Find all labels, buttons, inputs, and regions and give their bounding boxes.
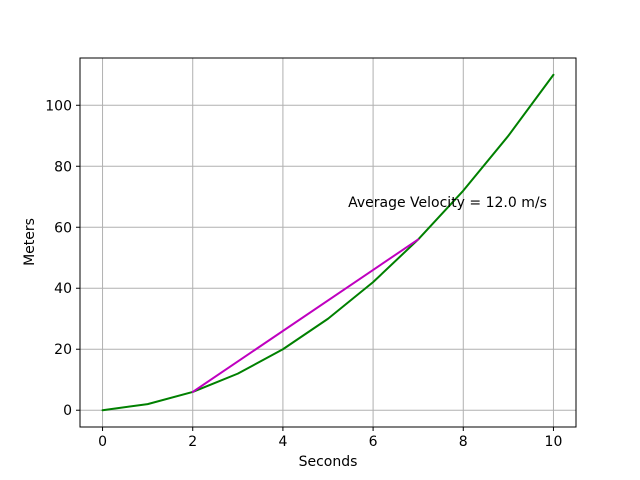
y-axis-label: Meters xyxy=(22,218,38,266)
x-tick-label: 6 xyxy=(369,434,378,450)
position-curve-line xyxy=(101,73,555,412)
average-velocity-annotation: Average Velocity = 12.0 m/s xyxy=(348,194,547,211)
x-tick-label: 2 xyxy=(188,434,197,450)
y-tick-label: 100 xyxy=(45,98,72,114)
x-tick-label: 0 xyxy=(98,434,107,450)
y-tick-label: 0 xyxy=(63,403,72,419)
y-tick-label: 40 xyxy=(54,281,72,297)
plot-border xyxy=(79,57,577,428)
y-tick-label: 60 xyxy=(54,220,72,236)
y-tick-label: 20 xyxy=(54,342,72,358)
y-tick-label: 80 xyxy=(54,159,72,175)
average-velocity-secant-line xyxy=(191,238,420,393)
x-tick-label: 8 xyxy=(459,434,468,450)
x-tick-label: 10 xyxy=(545,434,563,450)
x-axis-label: Seconds xyxy=(298,454,358,470)
x-tick-label: 4 xyxy=(278,434,287,450)
